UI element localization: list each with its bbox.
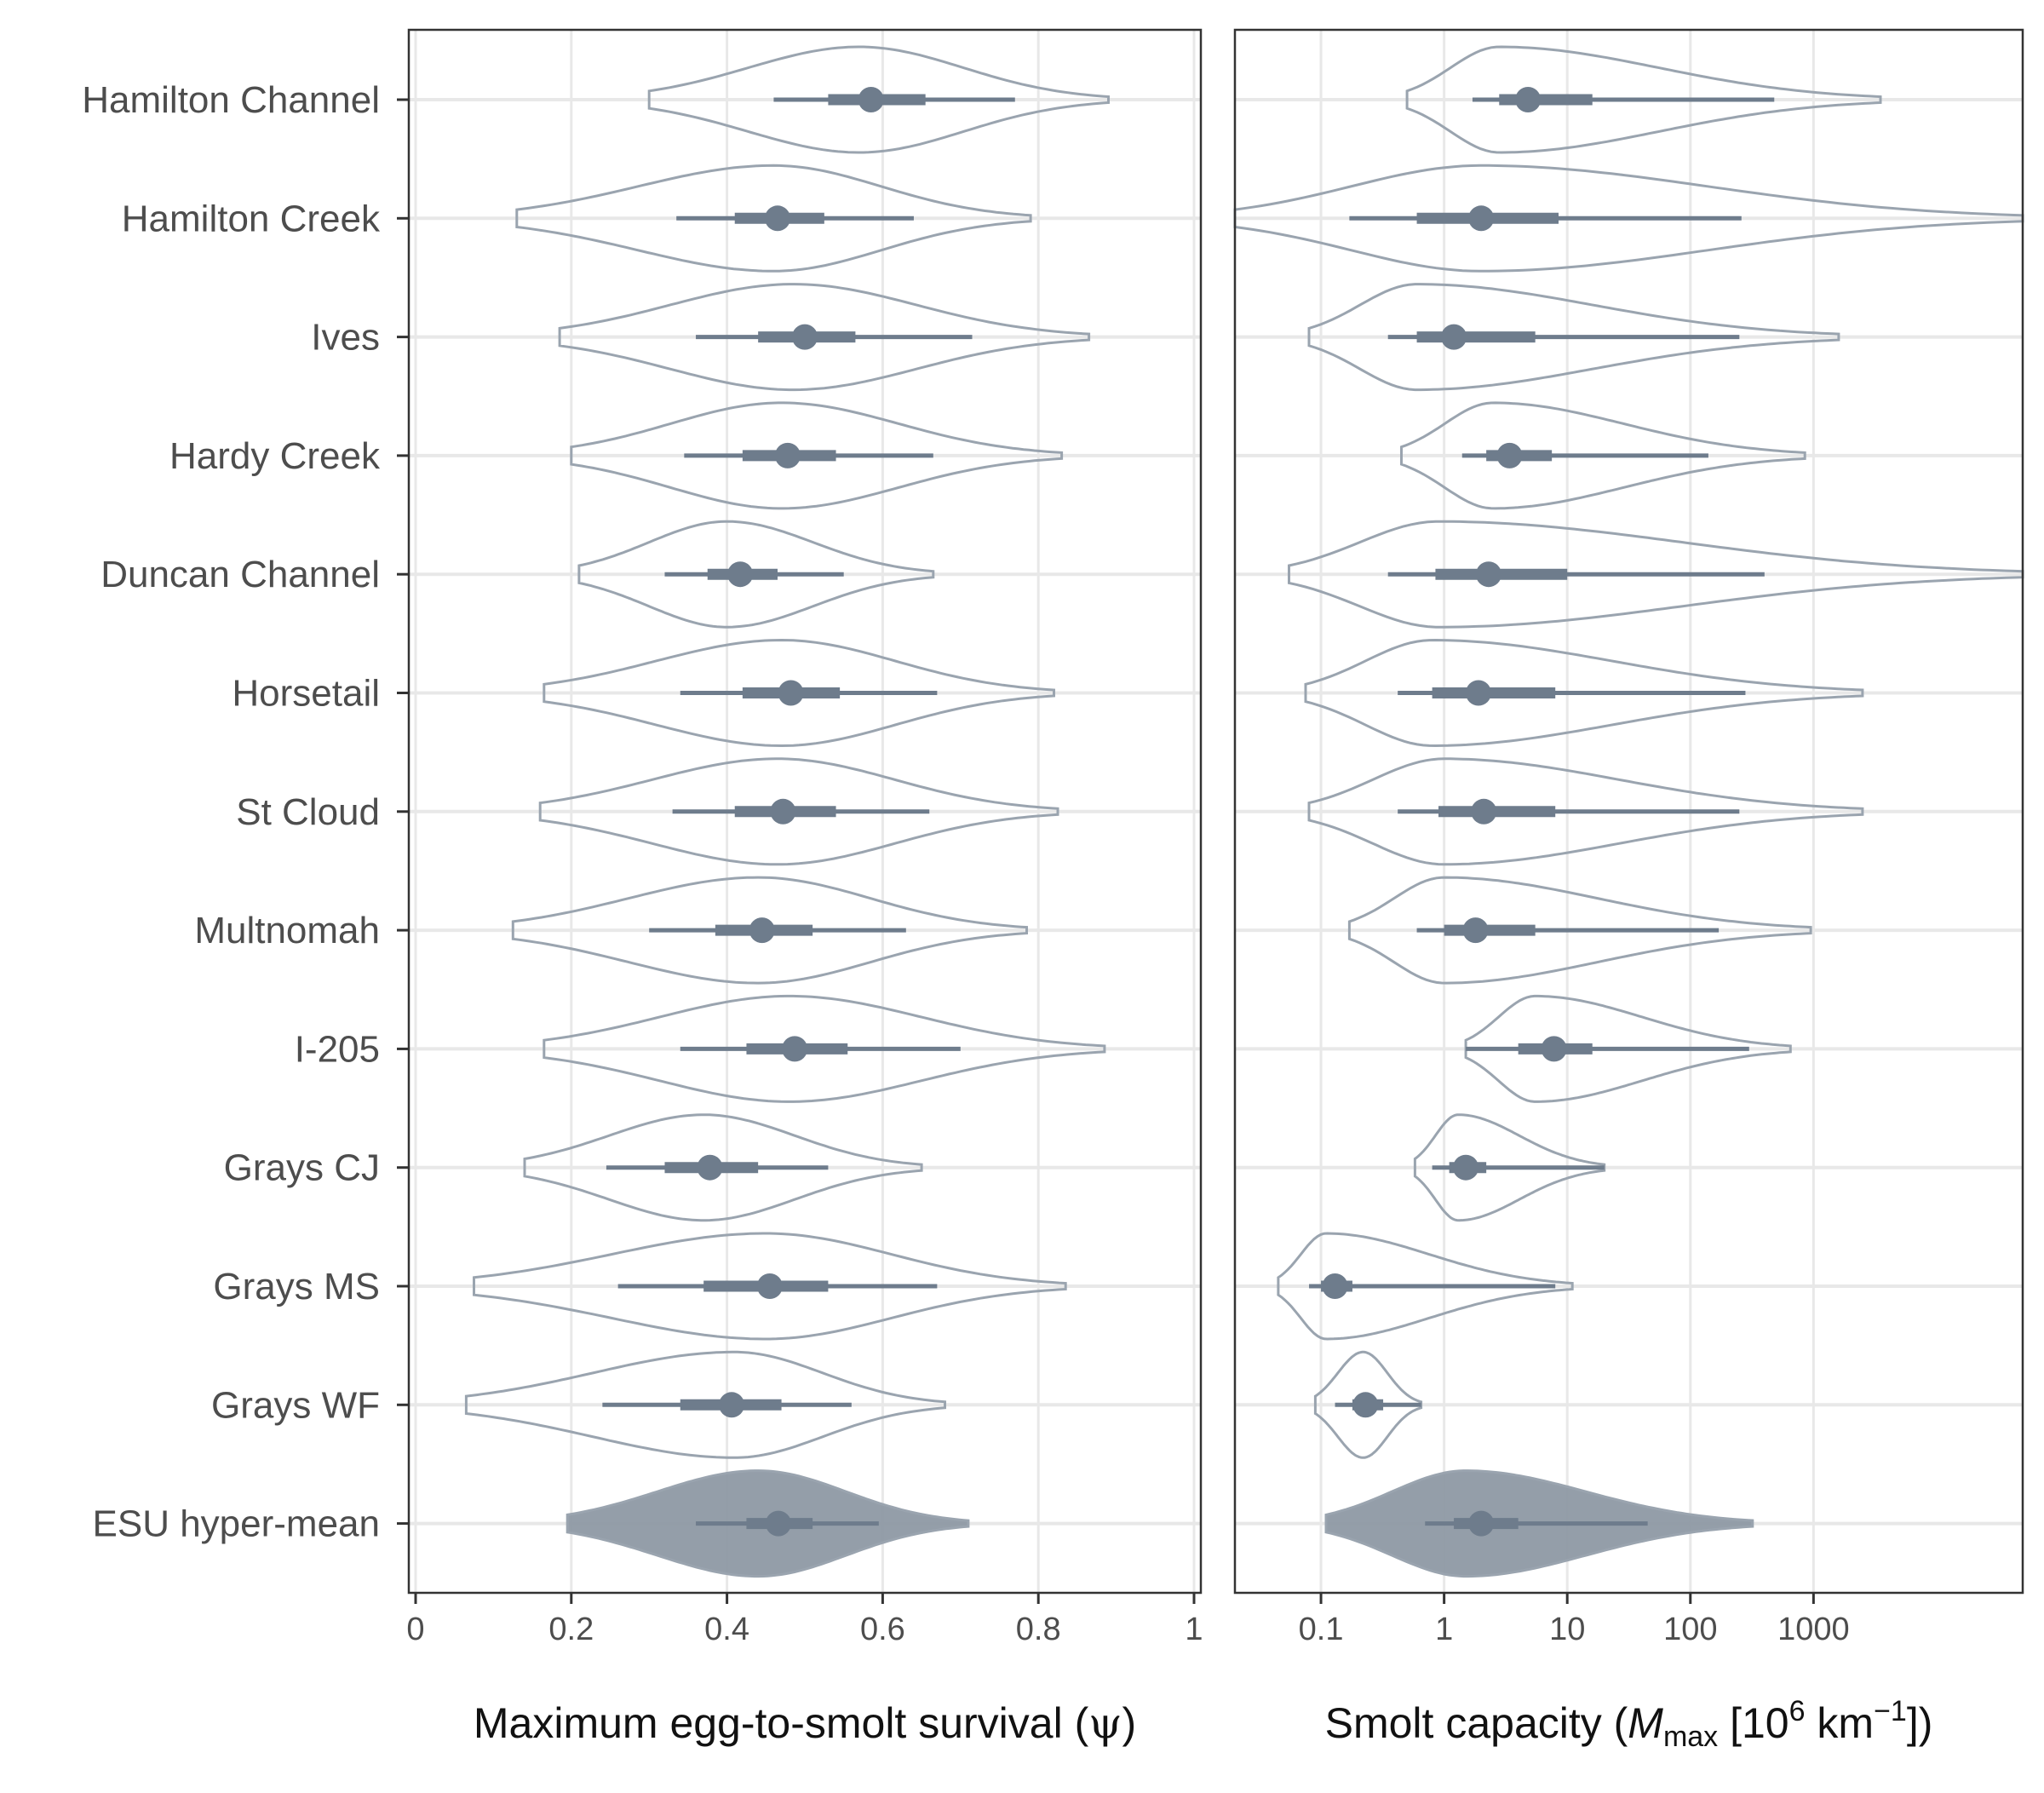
- category-label-grays-cj: Grays CJ: [224, 1147, 380, 1189]
- x-tick-label: 0: [406, 1612, 424, 1647]
- violin-multnomah: [511, 876, 1028, 985]
- median-point-esu-hyper-mean: [765, 1510, 791, 1537]
- median-point-multnomah: [749, 917, 775, 944]
- category-label-duncan-channel: Duncan Channel: [100, 554, 380, 595]
- category-label-ives: Ives: [311, 317, 380, 359]
- violin-duncan-channel: [577, 520, 935, 629]
- median-point-hamilton-channel: [858, 87, 884, 112]
- violin-grays-ms: [473, 1232, 1067, 1341]
- violin-horsetail: [543, 638, 1055, 748]
- violin-multnomah: [1347, 876, 1812, 985]
- axes-layer: Hamilton Channel Hamilton Creek Ives Hardy …: [82, 79, 1932, 1753]
- median-point-horsetail: [1465, 680, 1491, 706]
- violin-i-205: [543, 994, 1106, 1103]
- median-point-i-205: [782, 1036, 808, 1062]
- violin-ives: [558, 283, 1091, 392]
- x-axis-title-capacity: Smolt capacity (Mmax [106 km−1]): [1325, 1695, 1933, 1753]
- median-point-esu-hyper-mean: [1468, 1510, 1495, 1537]
- median-point-hamilton-creek: [1468, 205, 1495, 232]
- grid-layer: [409, 30, 2023, 1593]
- median-point-duncan-channel: [1475, 561, 1501, 588]
- category-label-multnomah: Multnomah: [194, 910, 380, 951]
- violin-hamilton-channel: [1405, 45, 1882, 154]
- x-tick-label: 0.2: [548, 1612, 594, 1647]
- panel-frame: [1233, 28, 2024, 1595]
- x-tick-label: 0.6: [860, 1612, 905, 1647]
- x-tick-label: 0.1: [1299, 1612, 1344, 1647]
- x-tick-label: 10: [1549, 1612, 1585, 1647]
- median-point-grays-cj: [1453, 1154, 1479, 1181]
- violin-hamilton-channel: [647, 45, 1110, 154]
- units-km: km: [1806, 1699, 1875, 1747]
- median-point-horsetail: [778, 680, 804, 706]
- median-point-hamilton-creek: [765, 205, 791, 232]
- violin-horsetail: [1304, 638, 1864, 748]
- median-point-grays-wf: [719, 1392, 745, 1418]
- category-label-hardy-creek: Hardy Creek: [169, 435, 381, 477]
- violin-grays-wf: [1313, 1350, 1423, 1459]
- median-point-duncan-channel: [727, 561, 754, 588]
- category-label-st-cloud: St Cloud: [236, 791, 380, 833]
- violin-hamilton-creek: [515, 164, 1032, 273]
- median-point-grays-wf: [1352, 1392, 1379, 1418]
- category-label-esu-hyper-mean: ESU hyper-mean: [93, 1503, 380, 1545]
- median-point-grays-ms: [756, 1273, 783, 1299]
- units-open: [10: [1718, 1699, 1788, 1747]
- x-tick-label: 1000: [1777, 1612, 1850, 1647]
- x-tick-label: 1: [1435, 1612, 1453, 1647]
- violin-layer: [464, 45, 2024, 1578]
- violin-grays-cj: [1413, 1113, 1606, 1222]
- x-tick-label: 100: [1663, 1612, 1717, 1647]
- median-point-hamilton-channel: [1515, 87, 1542, 112]
- psi-symbol: ψ: [1088, 1698, 1122, 1748]
- violin-grays-cj: [523, 1113, 923, 1222]
- median-point-hardy-creek: [774, 442, 801, 468]
- median-point-grays-ms: [1322, 1273, 1348, 1299]
- median-point-st-cloud: [770, 798, 796, 825]
- category-label-i-205: I-205: [295, 1028, 380, 1070]
- violin-hardy-creek: [1400, 401, 1806, 510]
- category-label-grays-wf: Grays WF: [211, 1384, 380, 1426]
- median-point-multnomah: [1462, 917, 1489, 944]
- mmax-subscript: max: [1663, 1721, 1718, 1753]
- category-label-hamilton-creek: Hamilton Creek: [122, 198, 381, 239]
- violin-i-205: [1464, 994, 1792, 1103]
- units-exponent: 6: [1789, 1695, 1806, 1727]
- median-point-st-cloud: [1471, 798, 1497, 825]
- violin-hardy-creek: [570, 401, 1064, 510]
- x-tick-label: 0.4: [704, 1612, 749, 1647]
- median-point-grays-cj: [697, 1154, 723, 1181]
- category-label-grays-ms: Grays MS: [213, 1266, 380, 1307]
- units-close: ]): [1907, 1699, 1933, 1747]
- category-label-hamilton-channel: Hamilton Channel: [82, 79, 380, 121]
- units-exponent-negative: −1: [1874, 1695, 1907, 1727]
- x-axis-title-survival: Maximum egg-to-smolt survival (ψ): [474, 1698, 1136, 1748]
- violin-st-cloud: [538, 757, 1059, 866]
- median-point-ives: [1441, 324, 1467, 350]
- median-point-i-205: [1541, 1036, 1567, 1062]
- violin-st-cloud: [1307, 757, 1864, 866]
- violin-grays-wf: [464, 1350, 946, 1459]
- median-point-ives: [792, 324, 818, 350]
- mmax-symbol: M: [1628, 1699, 1663, 1747]
- category-label-horsetail: Horsetail: [232, 673, 380, 715]
- median-point-hardy-creek: [1496, 442, 1523, 468]
- violin-grays-ms: [1277, 1232, 1574, 1341]
- violin-ives: [1307, 283, 1840, 392]
- x-tick-label: 0.8: [1016, 1612, 1061, 1647]
- x-tick-label: 1: [1185, 1612, 1203, 1647]
